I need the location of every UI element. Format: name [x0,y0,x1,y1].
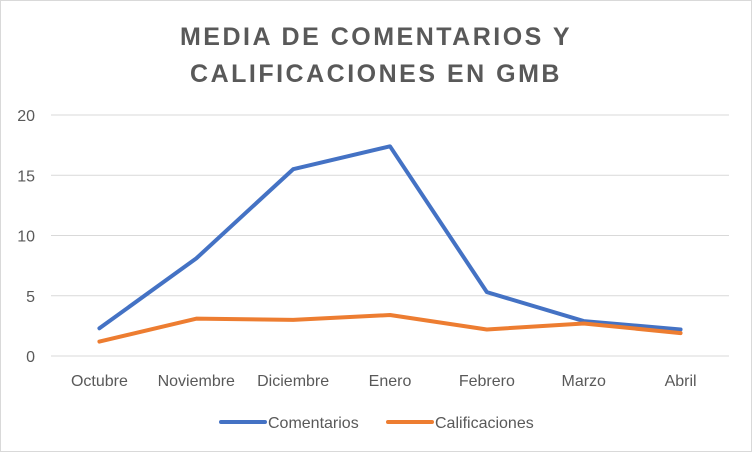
x-category-label: Octubre [71,373,128,390]
legend-label-calificaciones: Calificaciones [435,415,534,432]
y-tick-label: 20 [17,108,35,125]
y-tick-label: 0 [26,349,35,366]
x-category-label: Enero [369,373,412,390]
x-category-label: Marzo [561,373,606,390]
legend-label-comentarios: Comentarios [268,415,359,432]
chart-title: MEDIA DE COMENTARIOS Y CALIFICACIONES EN… [1,19,751,93]
x-category-label: Diciembre [257,373,329,390]
series-line-comentarios [97,144,683,332]
chart-title-line-1: MEDIA DE COMENTARIOS Y [179,23,573,51]
chart-title-line-2: CALIFICACIONES EN GMB [190,60,562,88]
y-tick-label: 10 [17,229,35,246]
y-tick-label: 5 [26,289,35,306]
x-category-label: Abril [665,373,697,390]
y-tick-label: 15 [17,168,35,185]
x-category-label: Noviembre [158,373,235,390]
x-category-label: Febrero [459,373,515,390]
series-line-calificaciones [97,313,683,344]
